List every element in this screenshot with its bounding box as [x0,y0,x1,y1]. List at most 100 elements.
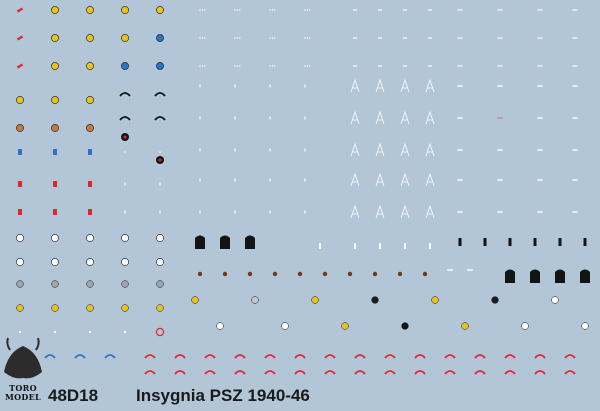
decal-red-loop [204,354,216,359]
decal-small-mark [54,331,56,333]
decal-gold-badge [86,6,94,14]
decal-a-shape [425,110,435,125]
decal-a-shape [350,78,360,93]
decal-a-shape [425,172,435,187]
decal-dot-row [274,65,276,67]
decal-white-pip [404,243,406,249]
decal-black-pip [458,238,462,246]
decal-dot [199,178,201,182]
decal-dot-row [239,65,241,67]
decal-dot-row [309,9,311,11]
decal-red-loop [504,370,516,375]
decal-dot-row [271,9,274,11]
decal-dot-row [306,9,309,11]
decal-dot-row [204,9,206,11]
decal-gold-badge [51,62,59,70]
decal-white-insignia [51,234,59,242]
decal-badge [121,62,129,70]
decal-bar [572,117,578,119]
decal-dot-row [236,9,239,11]
decal-white-insignia [121,234,129,242]
decal-gold-badge [51,34,59,42]
decal-bar [457,65,463,67]
decal-round-badge [16,304,24,312]
decal-gold-badge [51,6,59,14]
decal-red-loop [414,354,426,359]
decal-brown-dot [397,271,403,277]
decal-arc [154,116,166,121]
decal-red-loop [444,370,456,375]
decal-white-insignia [156,234,164,242]
decal-white-pip [354,243,356,249]
decal-bar [572,9,578,11]
decal-red-shield [53,181,57,187]
decal-bar [537,211,543,213]
decal-dot-row [304,37,306,39]
decal-dot-row [274,37,276,39]
decal-white-pip [379,243,381,249]
decal-brown-dot [222,271,228,277]
decal-gold-insignia [51,96,59,104]
decal-bar [447,269,453,271]
decal-red-loop [204,370,216,375]
decal-bar [457,211,463,213]
decal-dot [124,210,126,214]
decal-white-insignia [51,258,59,266]
decal-bar [572,149,578,151]
decal-badge [156,6,164,14]
decal-white-pip [429,243,431,249]
decal-bar [457,117,463,119]
decal-small-mark [89,331,91,333]
decal-dot-row [199,9,201,11]
brand-name-line2: MODEL [5,392,41,402]
decal-a-shape [400,172,410,187]
decal-gold-insignia [16,96,24,104]
decal-badge [121,6,129,14]
decal-shoulder-board [555,269,565,283]
decal-shoulder-board [245,235,255,249]
decal-emblem [16,124,24,132]
decal-small-badge [371,296,379,304]
decal-red-loop [294,354,306,359]
decal-red-stripe [16,63,24,69]
decal-white-insignia [16,258,24,266]
decal-dot-row [199,65,201,67]
decal-dot-row [239,9,241,11]
decal-dot-row [201,9,204,11]
decal-dot-row [269,65,271,67]
decal-small-badge [216,322,224,330]
decal-red-loop [234,354,246,359]
decal-bar [497,211,503,213]
decal-black-pip [583,238,587,246]
decal-black-pip [508,238,512,246]
decal-red-loop [264,354,276,359]
decal-dot-row [204,65,206,67]
decal-dot [304,178,306,182]
decal-v-mark [403,9,407,11]
decal-dot [159,210,161,214]
decal-bar [537,117,543,119]
decal-red-ring [155,327,165,337]
decal-blue-shield [88,149,92,155]
decal-dot-row [234,9,236,11]
decal-dot-row [236,37,239,39]
decal-dot-row [274,9,276,11]
decal-dot [159,182,161,186]
decal-blue-shield [53,149,57,155]
decal-red-stripe [16,7,24,13]
decal-bar [497,85,503,87]
decal-arc [119,92,131,97]
decal-small-badge [341,322,349,330]
decal-bar [497,9,503,11]
decal-small-badge [401,322,409,330]
sheet-code: 48D18 [48,386,99,405]
decal-bar [537,9,543,11]
decal-shoulder-board [220,235,230,249]
decal-dot [199,210,201,214]
sheet-title: Insygnia PSZ 1940-46 [136,386,310,405]
decal-badge [156,62,164,70]
decal-round-badge [156,280,164,288]
decal-small-badge [461,322,469,330]
decal-a-shape [350,142,360,157]
